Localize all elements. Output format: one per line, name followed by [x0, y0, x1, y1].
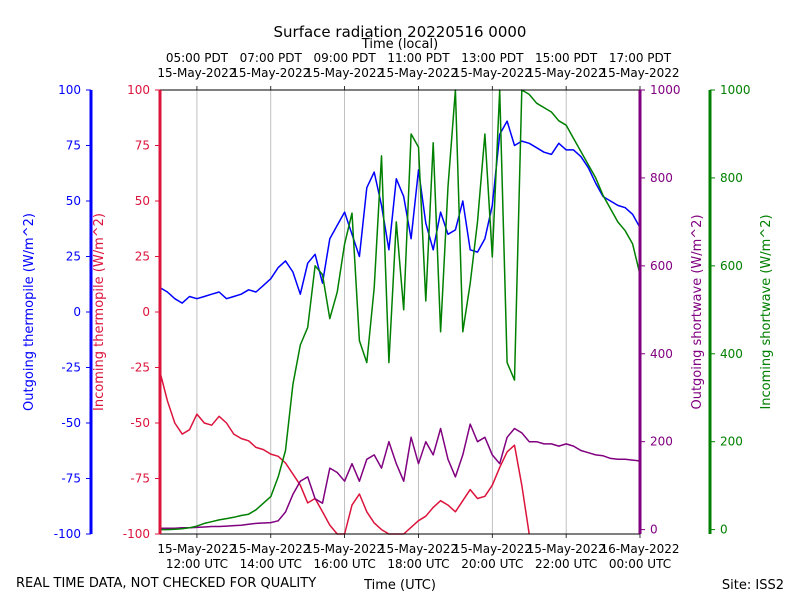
incoming-thermopile-tick-label: 100: [127, 83, 150, 97]
x-tick-label-time: 14:00 UTC: [240, 557, 302, 571]
x-tick-label-date: 15-May-2022: [231, 542, 310, 556]
outgoing-thermopile-tick-label: 100: [58, 83, 81, 97]
top-tick-label-date: 15-May-2022: [527, 66, 606, 80]
series-lines: [159, 89, 641, 535]
x-axis-label: Time (UTC): [363, 578, 436, 593]
outgoing-shortwave-tick-label: 600: [650, 259, 673, 273]
incoming-shortwave-tick-label: 200: [720, 435, 743, 449]
x-tick-label-time: 00:00 UTC: [609, 557, 671, 571]
top-tick-label-date: 15-May-2022: [600, 66, 679, 80]
outgoing-shortwave-axis-label: Outgoing shortwave (W/m^2): [690, 214, 705, 409]
chart-title: Surface radiation 20220516 0000: [274, 23, 527, 41]
x-tick-label-time: 18:00 UTC: [387, 557, 449, 571]
outgoing-thermopile-tick-label: -75: [61, 472, 81, 486]
site-label: Site: ISS2: [722, 578, 784, 593]
incoming-thermopile-axis-label: Incoming thermopile (W/m^2): [92, 213, 107, 411]
incoming-shortwave-tick-label: 600: [720, 259, 743, 273]
outgoing-shortwave-tick-label: 400: [650, 347, 673, 361]
top-tick-label-date: 15-May-2022: [231, 66, 310, 80]
quality-disclaimer: REAL TIME DATA, NOT CHECKED FOR QUALITY: [16, 576, 316, 591]
top-tick-label-time: 09:00 PDT: [314, 51, 377, 65]
incoming-thermopile-tick-label: -50: [130, 416, 150, 430]
top-tick-label-date: 15-May-2022: [157, 66, 236, 80]
outgoing-thermopile-tick-label: 75: [66, 139, 81, 153]
outgoing-thermopile-tick-label: -100: [54, 527, 81, 541]
x-tick-label-time: 22:00 UTC: [535, 557, 597, 571]
x-tick-label-time: 20:00 UTC: [461, 557, 523, 571]
top-tick-label-date: 15-May-2022: [305, 66, 384, 80]
x-tick-label-date: 15-May-2022: [157, 542, 236, 556]
top-tick-label-date: 15-May-2022: [453, 66, 532, 80]
incoming-thermopile-tick-label: -100: [123, 527, 150, 541]
top-axis-label: Time (local): [361, 37, 438, 52]
x-tick-label-date: 15-May-2022: [379, 542, 458, 556]
outgoing-thermopile-tick-label: 50: [66, 194, 81, 208]
outgoing-thermopile-axis-label: Outgoing thermopile (W/m^2): [22, 213, 37, 411]
outgoing-thermopile-tick-label: 25: [66, 250, 81, 264]
incoming-shortwave-axis-label: Incoming shortwave (W/m^2): [759, 214, 774, 409]
top-tick-label-time: 05:00 PDT: [166, 51, 229, 65]
top-tick-label-time: 13:00 PDT: [461, 51, 524, 65]
incoming-thermopile-tick-label: 50: [135, 194, 150, 208]
x-tick-label-date: 15-May-2022: [453, 542, 532, 556]
outgoing-shortwave-tick-label: 800: [650, 171, 673, 185]
outgoing-shortwave-tick-label: 200: [650, 435, 673, 449]
top-tick-label-time: 17:00 PDT: [609, 51, 672, 65]
outgoing-shortwave-line: [160, 423, 641, 530]
incoming-thermopile-tick-label: 25: [135, 250, 150, 264]
top-tick-label-time: 11:00 PDT: [387, 51, 450, 65]
incoming-shortwave-line: [160, 89, 641, 531]
incoming-thermopile-tick-label: 75: [135, 139, 150, 153]
incoming-shortwave-tick-label: 400: [720, 347, 743, 361]
x-tick-label-date: 15-May-2022: [305, 542, 384, 556]
outgoing-thermopile-tick-label: -25: [61, 361, 81, 375]
incoming-thermopile-tick-label: -75: [130, 472, 150, 486]
outgoing-thermopile-tick-label: -50: [61, 416, 81, 430]
incoming-thermopile-tick-label: -25: [130, 361, 150, 375]
incoming-thermopile-tick-label: 0: [142, 305, 150, 319]
incoming-shortwave-tick-label: 800: [720, 171, 743, 185]
top-tick-label-date: 15-May-2022: [379, 66, 458, 80]
grid-lines: [196, 90, 567, 534]
x-tick-label-time: 16:00 UTC: [314, 557, 376, 571]
x-tick-label-date: 15-May-2022: [527, 542, 606, 556]
outgoing-shortwave-tick-label: 1000: [650, 83, 681, 97]
x-tick-label-time: 12:00 UTC: [166, 557, 228, 571]
incoming-shortwave-tick-label: 1000: [720, 83, 751, 97]
top-tick-label-time: 15:00 PDT: [535, 51, 598, 65]
x-tick-label-date: 16-May-2022: [600, 542, 679, 556]
outgoing-thermopile-tick-label: 0: [73, 305, 81, 319]
outgoing-thermopile-line: [159, 120, 641, 304]
outgoing-shortwave-tick-label: 0: [650, 523, 658, 537]
top-tick-label-time: 07:00 PDT: [240, 51, 303, 65]
incoming-shortwave-tick-label: 0: [720, 523, 728, 537]
